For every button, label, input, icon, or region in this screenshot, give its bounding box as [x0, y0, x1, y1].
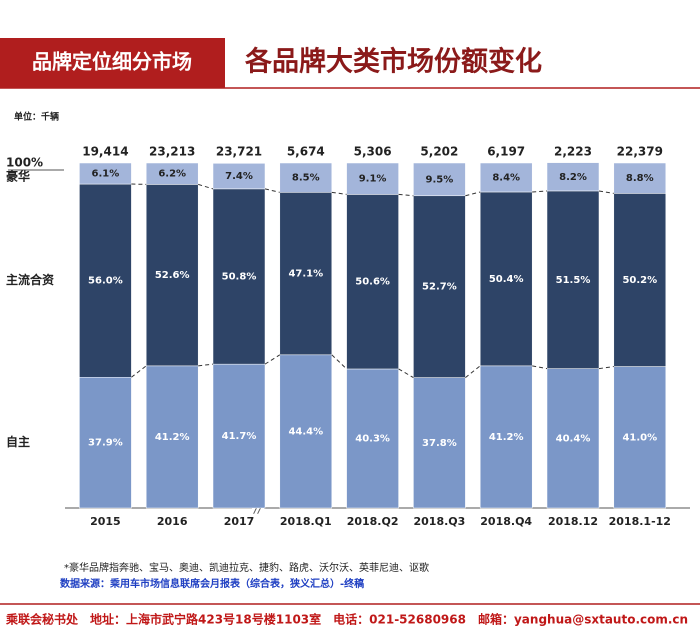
- segment-label: 47.1%: [288, 269, 323, 280]
- total-label: 6,197: [487, 145, 525, 159]
- total-label: 5,674: [287, 145, 325, 159]
- total-label: 5,202: [420, 145, 458, 159]
- connector: [465, 192, 480, 196]
- series-label: 主流合资: [6, 272, 54, 287]
- footer: 乘联会秘书处 地址：上海市武宁路423号18号楼1103室 电话：021-526…: [5, 612, 688, 627]
- segment-label: 9.5%: [426, 174, 454, 185]
- connector: [265, 189, 280, 192]
- connector: [198, 364, 213, 366]
- x-tick-label: 2018.Q4: [480, 515, 532, 528]
- segment-label: 6.2%: [158, 169, 186, 180]
- total-label: 19,414: [82, 145, 128, 159]
- unit: 单位：千辆: [14, 111, 59, 123]
- connector: [532, 366, 547, 369]
- connector: [131, 366, 146, 377]
- total-label: 23,213: [149, 145, 195, 159]
- connector: [599, 191, 614, 193]
- x-tick-label: 2018.12: [548, 515, 598, 528]
- source: 数据来源：乘用车市场信息联席会月报表（综合表，狭义汇总）-终稿: [60, 577, 364, 590]
- connector: [599, 367, 614, 369]
- segment-label: 37.9%: [88, 438, 123, 449]
- total-label: 2,223: [554, 145, 592, 159]
- connector: [532, 191, 547, 192]
- x-tick-label: 2018.Q3: [413, 515, 465, 528]
- segment-label: 40.3%: [355, 433, 390, 444]
- total-label: 22,379: [617, 145, 663, 159]
- total-label: 23,721: [216, 145, 262, 159]
- connector: [265, 355, 280, 364]
- segment-label: 7.4%: [225, 171, 253, 182]
- connector: [198, 184, 213, 188]
- segment-label: 41.7%: [222, 431, 257, 442]
- segment-label: 52.6%: [155, 270, 190, 281]
- connector: [465, 366, 480, 378]
- segment-label: 50.4%: [489, 274, 524, 285]
- segment-label: 41.2%: [155, 432, 190, 443]
- y-tick-label: 100%: [6, 156, 43, 170]
- segment-label: 44.4%: [288, 426, 323, 437]
- x-tick-label: 2015: [90, 515, 121, 528]
- segment-label: 9.1%: [359, 174, 387, 185]
- segment-label: 50.8%: [222, 272, 257, 283]
- segment-label: 41.2%: [489, 432, 524, 443]
- segment-label: 8.2%: [559, 172, 587, 183]
- connector: [332, 355, 347, 369]
- segment-label: 41.0%: [622, 432, 657, 443]
- segment-label: 52.7%: [422, 282, 457, 293]
- x-tick-label: 2018.Q2: [347, 515, 399, 528]
- segment-label: 40.4%: [556, 433, 591, 444]
- segment-label: 51.5%: [556, 275, 591, 286]
- x-tick-label: 2018.Q1: [280, 515, 332, 528]
- segment-label: 8.8%: [626, 173, 654, 184]
- series-label: 自主: [6, 434, 30, 449]
- section-title: 品牌定位细分市场: [32, 50, 192, 74]
- segment-label: 8.5%: [292, 173, 320, 184]
- segment-label: 50.2%: [622, 275, 657, 286]
- segment-label: 56.0%: [88, 276, 123, 287]
- connector: [332, 192, 347, 194]
- note: *豪华品牌指奔驰、宝马、奥迪、凯迪拉克、捷豹、路虎、沃尔沃、英菲尼迪、讴歌: [64, 561, 429, 574]
- connector: [399, 194, 414, 195]
- segment-label: 6.1%: [92, 169, 120, 180]
- segment-label: 8.4%: [492, 172, 520, 183]
- x-tick-label: 2018.1-12: [609, 515, 671, 528]
- x-tick-label: 2017: [224, 515, 255, 528]
- total-label: 5,306: [354, 145, 392, 159]
- connector: [399, 369, 414, 378]
- segment-label: 37.8%: [422, 438, 457, 449]
- slide-title: 各品牌大类市场份额变化: [244, 46, 542, 78]
- series-label: 豪华: [6, 169, 30, 184]
- x-tick-label: 2016: [157, 515, 188, 528]
- segment-label: 50.6%: [355, 277, 390, 288]
